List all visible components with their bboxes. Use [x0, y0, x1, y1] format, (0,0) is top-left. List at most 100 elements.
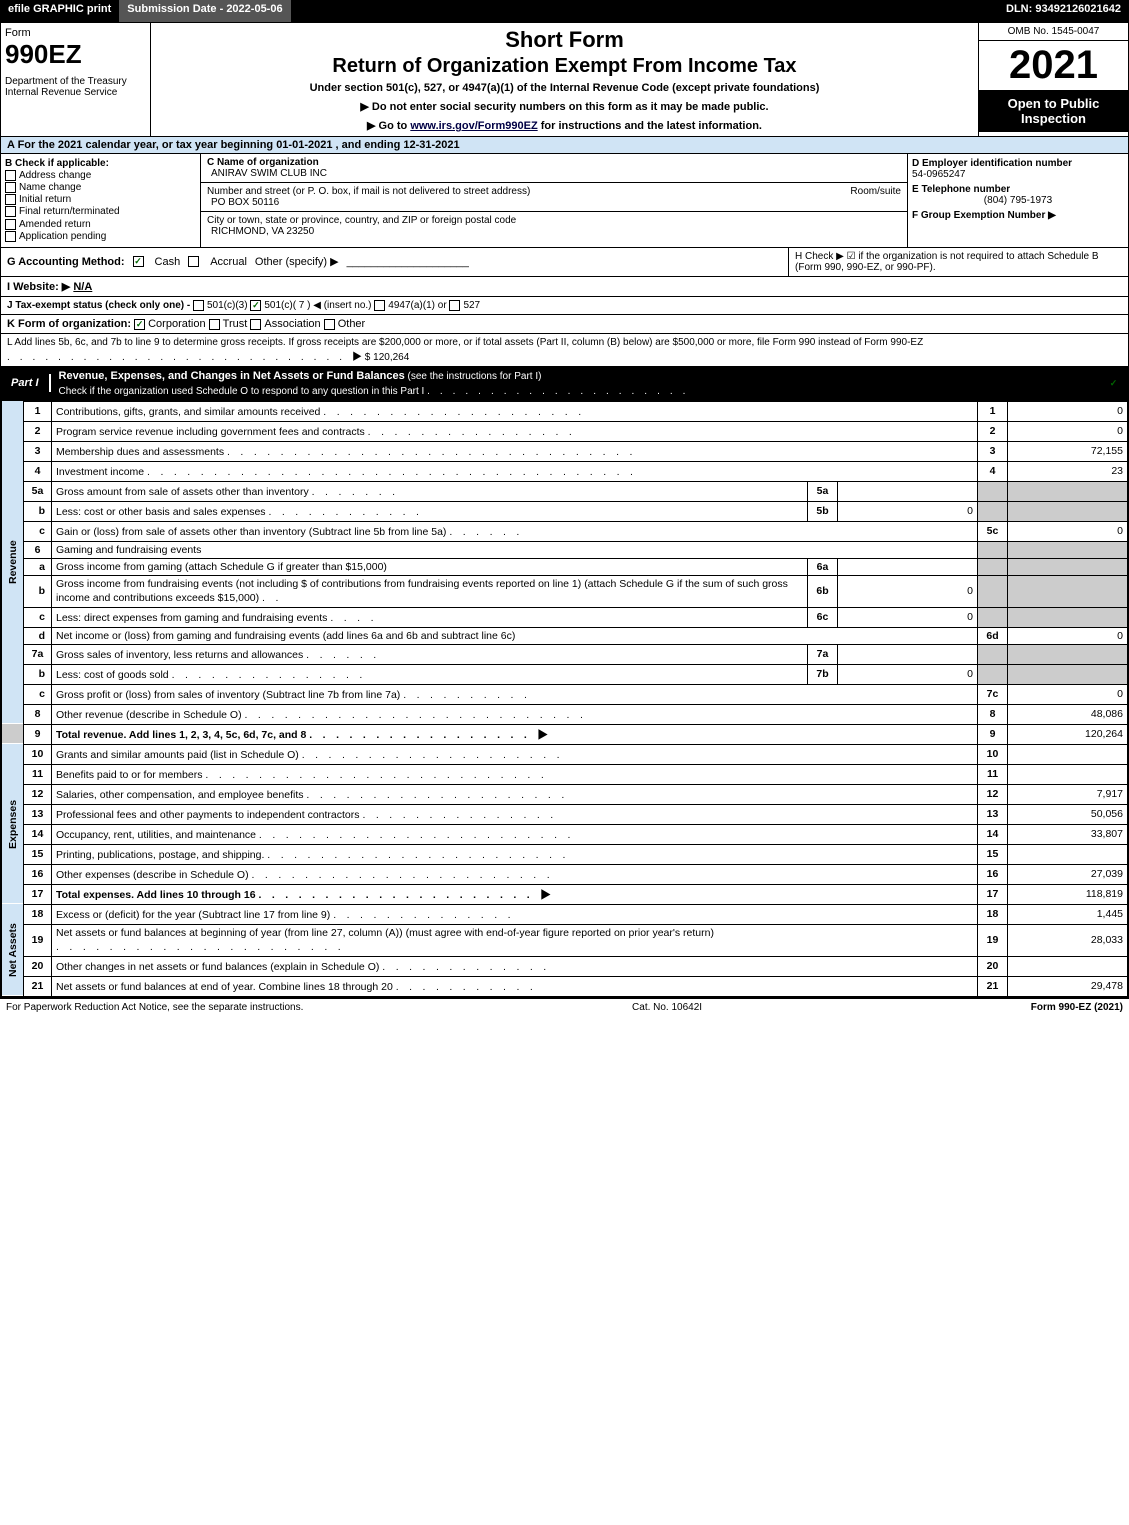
form-note-2: ▶ Go to www.irs.gov/Form990EZ for instru… — [157, 119, 972, 132]
line-val: 0 — [1008, 627, 1128, 644]
table-row: 5a Gross amount from sale of assets othe… — [2, 481, 1128, 501]
line-subno: 6c — [808, 607, 838, 627]
part-tag: Part I — [1, 374, 51, 392]
shade-cell — [978, 541, 1008, 558]
line-no: b — [24, 501, 52, 521]
c-name-row: C Name of organizationANIRAV SWIM CLUB I… — [201, 154, 907, 183]
line-no: 7a — [24, 644, 52, 664]
b-opt-amended[interactable]: Amended return — [5, 219, 196, 230]
checkbox-icon[interactable] — [193, 300, 204, 311]
checkbox-icon[interactable] — [250, 319, 261, 330]
line-val: 33,807 — [1008, 824, 1128, 844]
b-opt-initial[interactable]: Initial return — [5, 194, 196, 205]
line-no: 19 — [24, 924, 52, 956]
line-rno: 11 — [978, 764, 1008, 784]
line-no: 16 — [24, 864, 52, 884]
checkbox-icon[interactable] — [5, 206, 16, 217]
line-subval: 0 — [838, 607, 978, 627]
k-o2: Trust — [223, 318, 248, 330]
checkbox-icon[interactable] — [5, 231, 16, 242]
line-rno: 13 — [978, 804, 1008, 824]
part-checkbox[interactable] — [1108, 377, 1128, 389]
line-no: c — [24, 521, 52, 541]
line-val: 1,445 — [1008, 904, 1128, 924]
checkbox-icon[interactable] — [374, 300, 385, 311]
line-val — [1008, 764, 1128, 784]
form-title-1: Short Form — [157, 27, 972, 53]
checkbox-icon[interactable] — [5, 219, 16, 230]
line-rno: 12 — [978, 784, 1008, 804]
c-addr-value: PO BOX 50116 — [211, 197, 279, 208]
checkbox-icon[interactable] — [449, 300, 460, 311]
line-no: 10 — [24, 744, 52, 764]
table-row: 6 Gaming and fundraising events — [2, 541, 1128, 558]
omb-number: OMB No. 1545-0047 — [979, 23, 1128, 41]
shade-cell — [1008, 558, 1128, 575]
checkbox-icon[interactable] — [5, 182, 16, 193]
table-row: Revenue 1 Contributions, gifts, grants, … — [2, 401, 1128, 421]
part-subtitle: (see the instructions for Part I) — [405, 371, 542, 382]
form-title-2: Return of Organization Exempt From Incom… — [157, 55, 972, 78]
k-o4: Other — [338, 318, 366, 330]
table-row: 12 Salaries, other compensation, and emp… — [2, 784, 1128, 804]
line-desc: Occupancy, rent, utilities, and maintena… — [52, 824, 978, 844]
line-no: b — [24, 575, 52, 607]
shade-cell — [1008, 575, 1128, 607]
line-rno: 7c — [978, 684, 1008, 704]
b-opt-pending[interactable]: Application pending — [5, 231, 196, 242]
line-subval — [838, 481, 978, 501]
i-value: N/A — [73, 281, 92, 293]
shade-cell — [1008, 501, 1128, 521]
line-no: b — [24, 664, 52, 684]
line-subno: 7a — [808, 644, 838, 664]
irs-link[interactable]: www.irs.gov/Form990EZ — [410, 120, 537, 132]
line-val: 0 — [1008, 684, 1128, 704]
line-val — [1008, 956, 1128, 976]
line-subval: 0 — [838, 575, 978, 607]
line-no: 17 — [24, 884, 52, 904]
checkbox-icon[interactable] — [5, 194, 16, 205]
line-desc: Grants and similar amounts paid (list in… — [52, 744, 978, 764]
line-rno: 15 — [978, 844, 1008, 864]
b-header: B Check if applicable: — [5, 158, 196, 169]
checkbox-icon[interactable] — [324, 319, 335, 330]
line-val: 120,264 — [1008, 724, 1128, 744]
efile-label[interactable]: efile GRAPHIC print — [0, 0, 119, 22]
line-desc: Program service revenue including govern… — [52, 421, 978, 441]
line-no: 8 — [24, 704, 52, 724]
form-number: 990EZ — [5, 39, 146, 70]
line-no: 12 — [24, 784, 52, 804]
line-desc: Gain or (loss) from sale of assets other… — [52, 521, 978, 541]
b-opt-address[interactable]: Address change — [5, 170, 196, 181]
line-no: 15 — [24, 844, 52, 864]
b-opt-final[interactable]: Final return/terminated — [5, 206, 196, 217]
checkbox-icon[interactable] — [188, 256, 199, 267]
c-name-label: C Name of organization — [207, 157, 319, 168]
line-val: 50,056 — [1008, 804, 1128, 824]
checkbox-icon[interactable] — [1108, 378, 1119, 389]
checkbox-icon[interactable] — [250, 300, 261, 311]
checkbox-icon[interactable] — [133, 256, 144, 267]
checkbox-icon[interactable] — [209, 319, 220, 330]
b-opt-label: Address change — [19, 170, 91, 181]
c-city-label: City or town, state or province, country… — [207, 215, 516, 226]
form-word: Form — [5, 27, 146, 39]
shade-cell — [1008, 481, 1128, 501]
table-row: 17 Total expenses. Add lines 10 through … — [2, 884, 1128, 904]
j-o4: 527 — [463, 300, 480, 311]
line-desc: Less: cost of goods sold . . . . . . . .… — [52, 664, 808, 684]
line-val: 118,819 — [1008, 884, 1128, 904]
line-no: 14 — [24, 824, 52, 844]
line-no: 4 — [24, 461, 52, 481]
table-row: 4 Investment income . . . . . . . . . . … — [2, 461, 1128, 481]
tax-year: 2021 — [979, 41, 1128, 90]
shade-cell — [1008, 664, 1128, 684]
checkbox-icon[interactable] — [5, 170, 16, 181]
d-label: D Employer identification number — [912, 158, 1124, 169]
open-inspection: Open to Public Inspection — [979, 90, 1128, 132]
vert-net-assets: Net Assets — [2, 904, 24, 996]
b-opt-name[interactable]: Name change — [5, 182, 196, 193]
checkbox-icon[interactable] — [134, 319, 145, 330]
form-meta-block: OMB No. 1545-0047 2021 Open to Public In… — [978, 23, 1128, 136]
table-row: c Gross profit or (loss) from sales of i… — [2, 684, 1128, 704]
